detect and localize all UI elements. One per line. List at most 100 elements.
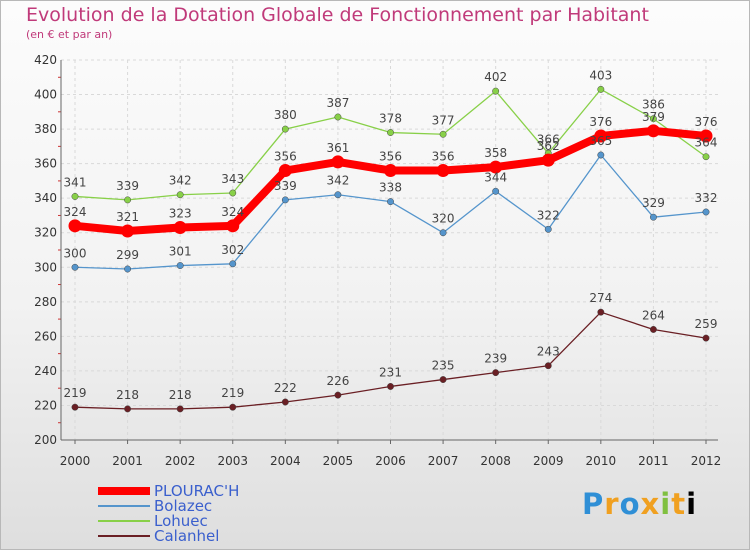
x-tick-label: 2012 [691,454,722,468]
y-tick-label: 300 [34,260,57,274]
data-point-calanhel [334,391,342,399]
y-tick-label: 360 [34,157,57,171]
data-point-bolazec [702,208,710,216]
legend-swatch-bolazec [98,505,150,507]
data-point-lohuec [702,153,710,161]
data-label-calanhel: 218 [169,388,192,402]
x-tick-label: 2003 [217,454,248,468]
x-tick-label: 2004 [270,454,301,468]
data-label-lohuec: 378 [379,112,402,126]
data-label-plourach: 361 [326,141,349,155]
y-tick-label: 340 [34,191,57,205]
data-point-lohuec [597,85,605,93]
data-point-plourach [541,153,555,167]
data-label-lohuec: 366 [537,132,560,146]
data-point-lohuec [387,129,394,136]
logo-letter: r [604,487,620,521]
data-label-plourach: 324 [221,205,244,219]
logo-letter: i [686,487,698,521]
axes: 200 220 240 260 280 300 320 340 360 380 400 420 2000… [34,53,721,468]
data-label-bolazec: 322 [537,208,560,222]
data-point-bolazec [649,213,657,221]
data-point-plourach [278,164,292,178]
data-point-lohuec [176,191,184,199]
legend-label-bolazec: Bolazec [154,497,213,515]
data-label-bolazec: 344 [484,170,507,184]
data-label-plourach: 321 [116,210,139,224]
x-tick-label: 2002 [165,454,196,468]
data-point-plourach [646,124,660,138]
series-lines [68,85,713,413]
data-point-calanhel [71,403,79,411]
chart-subtitle: (en € et par an) [26,28,113,41]
data-label-lohuec: 341 [64,175,87,189]
data-label-bolazec: 320 [432,212,455,226]
data-label-calanhel: 235 [432,359,455,373]
x-tick-label: 2006 [375,454,406,468]
data-label-calanhel: 259 [695,317,718,331]
data-label-plourach: 376 [589,115,612,129]
data-label-calanhel: 218 [116,388,139,402]
data-point-calanhel [281,398,289,406]
data-point-plourach [226,219,240,233]
data-point-calanhel [649,326,657,333]
data-point-lohuec [281,125,289,133]
data-point-bolazec [176,262,184,269]
data-label-lohuec: 387 [326,96,349,110]
data-label-lohuec: 377 [432,113,455,127]
data-point-plourach [384,164,397,178]
x-tick-label: 2010 [586,454,617,468]
data-point-calanhel [439,376,447,383]
data-point-bolazec [387,198,394,206]
data-point-lohuec [492,87,500,95]
x-tick-label: 2009 [533,454,564,468]
data-label-calanhel: 222 [274,381,297,395]
data-point-plourach [68,219,82,233]
data-point-plourach [489,160,503,174]
data-point-calanhel [387,383,394,390]
y-tick-label: 380 [34,122,57,136]
y-tick-label: 400 [34,88,57,102]
data-label-lohuec: 403 [589,68,612,82]
legend-label-plourach: PLOURAC'H [154,482,240,500]
data-label-calanhel: 239 [484,352,507,366]
chart-title: Evolution de la Dotation Globale de Fonc… [26,4,649,26]
data-point-bolazec [229,260,237,268]
data-label-plourach: 324 [64,205,87,219]
data-point-lohuec [229,189,237,197]
data-point-calanhel [492,369,500,377]
data-point-bolazec [544,225,552,233]
data-point-bolazec [334,191,342,199]
logo-letter: P [582,487,605,521]
data-point-plourach [436,164,450,178]
data-point-plourach [594,129,608,143]
y-tick-label: 260 [34,329,57,343]
data-point-plourach [173,221,187,235]
x-tick-label: 2008 [480,454,511,468]
y-tick-label: 280 [34,295,57,309]
data-label-lohuec: 342 [169,174,192,188]
x-tick-label: 2005 [323,454,354,468]
data-point-bolazec [124,265,132,273]
data-label-plourach: 358 [484,146,507,160]
data-point-lohuec [71,193,79,200]
data-point-calanhel [702,334,710,342]
data-labels: 341 339 342 343 380 387 378 377 402 366 403 386 364 3… [64,68,718,402]
data-point-lohuec [649,115,657,123]
data-point-calanhel [124,405,132,413]
data-label-bolazec: 301 [169,245,192,259]
logo-letter: i [660,487,672,521]
data-label-calanhel: 219 [221,386,244,400]
data-label-bolazec: 329 [642,196,665,210]
data-label-plourach: 376 [695,115,718,129]
y-tick-label: 320 [34,226,57,240]
legend-label-lohuec: Lohuec [154,512,208,530]
logo-letter: x [640,487,661,521]
data-label-bolazec: 342 [326,174,349,188]
x-tick-label: 2007 [428,454,459,468]
data-label-plourach: 356 [274,150,297,164]
proxiti-logo: Proxiti [582,487,697,521]
y-tick-label: 220 [34,398,57,412]
data-point-lohuec [334,113,342,121]
